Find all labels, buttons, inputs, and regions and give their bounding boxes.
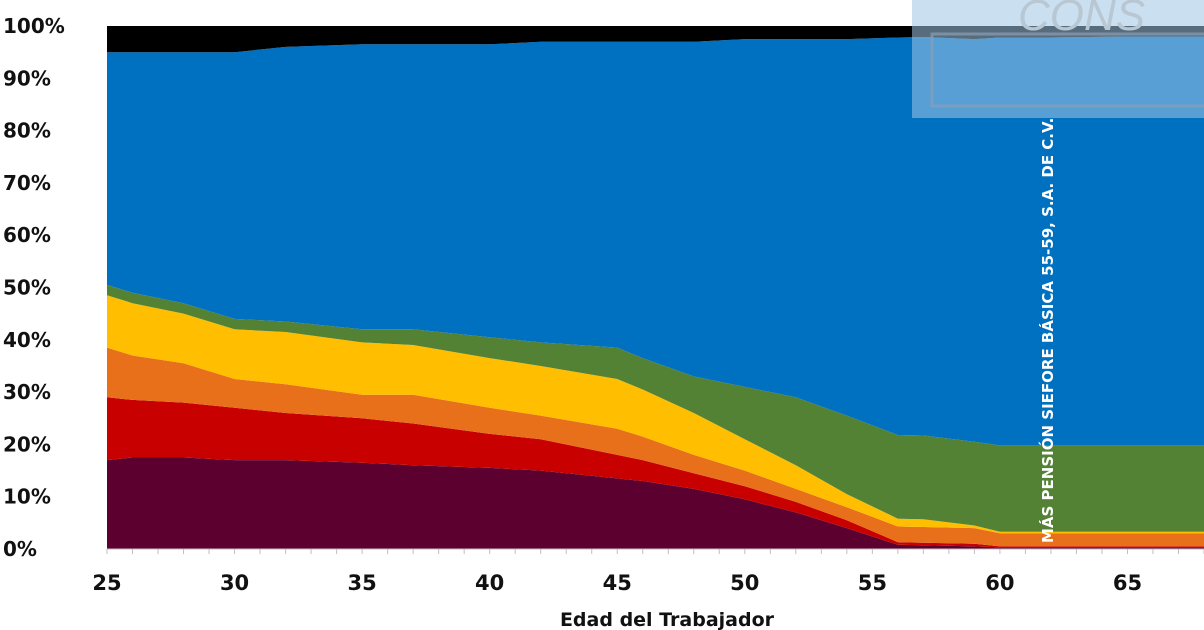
y-tick-label: 10% (3, 485, 51, 509)
watermark: CONS (912, 0, 1204, 118)
x-axis-ticks: 25 30 35 40 45 50 55 60 65 (92, 571, 1142, 595)
y-tick-label: 70% (3, 171, 51, 195)
watermark-inner-frame (930, 32, 1204, 108)
x-tick-label: 40 (475, 571, 504, 595)
overlay-fund-label: MÁS PENSIÓN SIEFORE BÁSICA 55-59, S.A. D… (1038, 118, 1057, 543)
y-tick-label: 30% (3, 380, 51, 404)
x-tick-label: 60 (985, 571, 1014, 595)
x-tick-label: 50 (730, 571, 759, 595)
x-axis-minor-ticks (106, 549, 1204, 554)
y-tick-label: 50% (3, 276, 51, 300)
y-tick-label: 60% (3, 223, 51, 247)
y-axis-ticks: 0% 10% 20% 30% 40% 50% 60% 70% 80% 90% 100% (3, 14, 65, 561)
area-series-3 (107, 347, 1204, 547)
x-axis-label: Edad del Trabajador (560, 609, 775, 630)
x-tick-label: 55 (858, 571, 887, 595)
area-series-2 (107, 397, 1204, 548)
area-series-6 (107, 36, 1204, 446)
watermark-text: CONS (1018, 0, 1145, 40)
area-series-4 (107, 295, 1204, 534)
area-series-group (107, 26, 1204, 549)
area-series-1 (107, 457, 1204, 549)
x-tick-label: 25 (92, 571, 121, 595)
x-tick-label: 65 (1113, 571, 1142, 595)
y-tick-label: 40% (3, 328, 51, 352)
y-tick-label: 20% (3, 432, 51, 456)
y-tick-label: 0% (3, 537, 37, 561)
x-tick-label: 30 (220, 571, 249, 595)
watermark-box (912, 0, 1204, 118)
x-tick-label: 35 (347, 571, 376, 595)
area-series-5 (107, 284, 1204, 532)
y-tick-label: 100% (3, 14, 65, 38)
y-tick-label: 90% (3, 66, 51, 90)
y-tick-label: 80% (3, 119, 51, 143)
x-tick-label: 45 (603, 571, 632, 595)
